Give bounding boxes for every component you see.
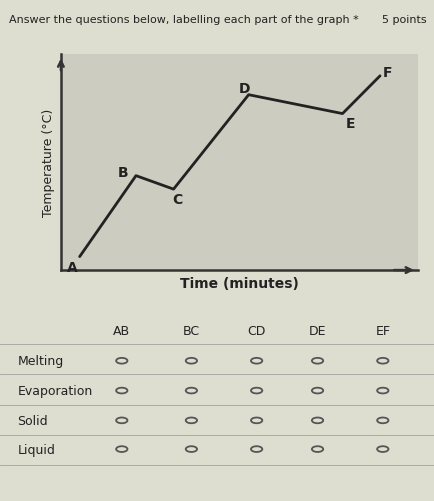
Text: Liquid: Liquid bbox=[17, 443, 55, 456]
Text: B: B bbox=[117, 165, 128, 179]
X-axis label: Time (minutes): Time (minutes) bbox=[179, 276, 298, 290]
Text: E: E bbox=[345, 117, 354, 131]
Text: A: A bbox=[67, 261, 77, 275]
Text: DE: DE bbox=[308, 325, 326, 338]
Text: AB: AB bbox=[113, 325, 130, 338]
Text: 5 points: 5 points bbox=[381, 16, 425, 25]
Text: F: F bbox=[382, 66, 391, 80]
Text: C: C bbox=[172, 192, 182, 206]
Text: Melting: Melting bbox=[17, 355, 63, 368]
Text: CD: CD bbox=[247, 325, 265, 338]
Text: Solid: Solid bbox=[17, 414, 48, 427]
Text: EF: EF bbox=[375, 325, 389, 338]
Text: BC: BC bbox=[182, 325, 200, 338]
Text: Answer the questions below, labelling each part of the graph *: Answer the questions below, labelling ea… bbox=[9, 16, 358, 25]
Text: D: D bbox=[239, 82, 250, 96]
Text: Evaporation: Evaporation bbox=[17, 384, 92, 397]
Y-axis label: Temperature (°C): Temperature (°C) bbox=[42, 109, 55, 217]
